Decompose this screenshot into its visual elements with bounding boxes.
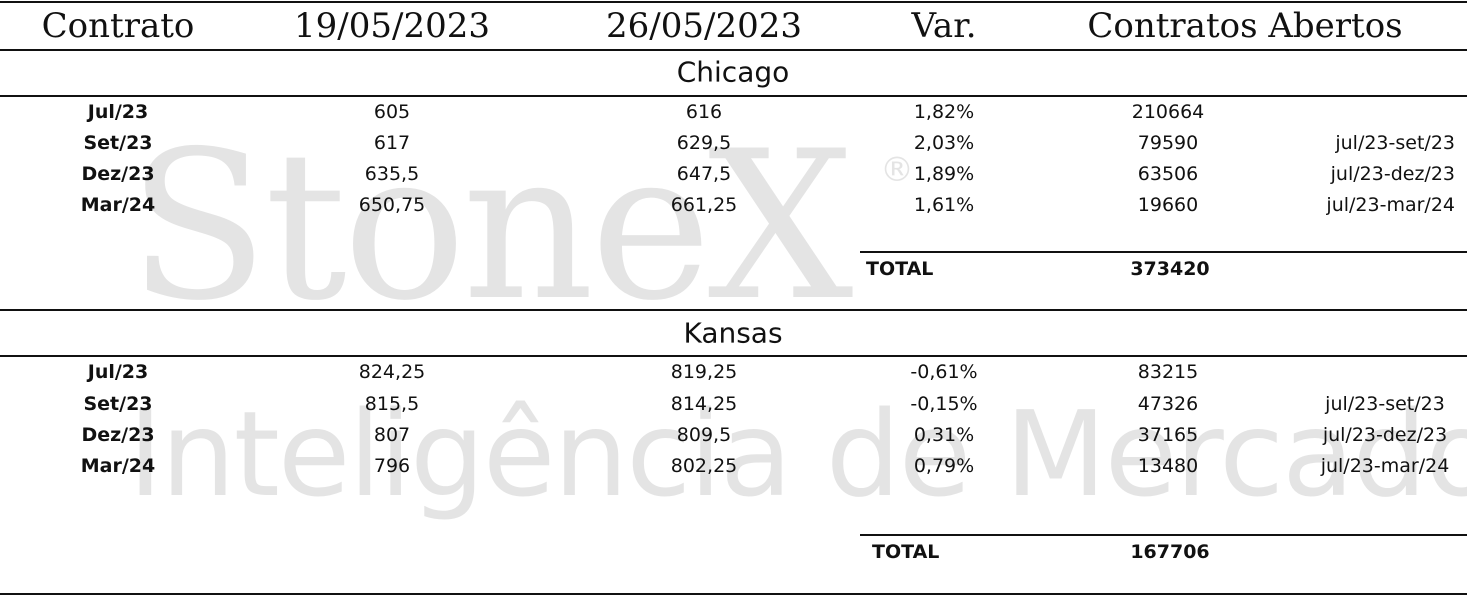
value-cell: 661,25 (670, 194, 738, 216)
section-title: Kansas (683, 316, 783, 350)
value-cell: -0,15% (910, 393, 978, 415)
watermark-mark: ® (880, 150, 914, 190)
total-label: TOTAL (866, 258, 934, 280)
rule (0, 95, 1467, 97)
total-value: 167706 (1130, 541, 1210, 563)
value-cell: 0,79% (913, 455, 975, 477)
value-cell: 605 (373, 101, 411, 123)
spread-cell: jul/23-mar/24 (1320, 455, 1450, 477)
value-cell: 809,5 (676, 424, 732, 446)
value-cell: 815,5 (364, 393, 420, 415)
header-cell: 26/05/2023 (606, 6, 802, 46)
total-value: 373420 (1130, 258, 1210, 280)
rule (0, 49, 1467, 51)
spread-cell: jul/23-set/23 (1335, 132, 1455, 154)
value-cell: 1,82% (913, 101, 975, 123)
value-cell: 629,5 (676, 132, 732, 154)
spread-cell: jul/23-set/23 (1325, 393, 1445, 415)
total-label: TOTAL (872, 541, 940, 563)
rule (0, 593, 1467, 595)
value-cell: 650,75 (358, 194, 426, 216)
contract-cell: Dez/23 (81, 424, 155, 446)
spread-cell: jul/23-dez/23 (1322, 424, 1448, 446)
value-cell: 819,25 (670, 361, 738, 383)
value-cell: 210664 (1131, 101, 1205, 123)
header-cell: Contratos Abertos (1087, 6, 1403, 46)
value-cell: 814,25 (670, 393, 738, 415)
value-cell: 19660 (1137, 194, 1199, 216)
value-cell: 79590 (1137, 132, 1199, 154)
header-cell: Var. (911, 6, 977, 46)
header-cell: 19/05/2023 (294, 6, 490, 46)
spread-cell: jul/23-mar/24 (1326, 194, 1455, 216)
contract-cell: Set/23 (83, 393, 153, 415)
value-cell: 1,61% (913, 194, 975, 216)
watermark-brand: StoneX (128, 108, 854, 346)
contract-cell: Mar/24 (80, 194, 156, 216)
value-cell: 63506 (1137, 163, 1199, 185)
value-cell: 37165 (1137, 424, 1199, 446)
contract-cell: Set/23 (83, 132, 153, 154)
rule (860, 251, 1467, 253)
rule (0, 355, 1467, 357)
contract-cell: Dez/23 (81, 163, 155, 185)
value-cell: 824,25 (358, 361, 426, 383)
header-cell: Contrato (41, 6, 195, 46)
value-cell: 635,5 (364, 163, 420, 185)
value-cell: 647,5 (676, 163, 732, 185)
rule (860, 534, 1467, 536)
contract-cell: Jul/23 (87, 361, 149, 383)
value-cell: 47326 (1137, 393, 1199, 415)
value-cell: 617 (373, 132, 411, 154)
spread-cell: jul/23-dez/23 (1330, 163, 1455, 185)
value-cell: 0,31% (913, 424, 975, 446)
rule (0, 1, 1467, 3)
contract-cell: Mar/24 (80, 455, 156, 477)
value-cell: 2,03% (913, 132, 975, 154)
watermark-tagline: Inteligência de Mercado (128, 385, 1467, 523)
contract-cell: Jul/23 (87, 101, 149, 123)
value-cell: 802,25 (670, 455, 738, 477)
value-cell: 796 (373, 455, 411, 477)
section-title: Chicago (676, 55, 790, 89)
value-cell: 616 (685, 101, 723, 123)
value-cell: 13480 (1137, 455, 1199, 477)
value-cell: 807 (373, 424, 411, 446)
value-cell: 83215 (1137, 361, 1199, 383)
value-cell: 1,89% (913, 163, 975, 185)
rule (0, 309, 1467, 311)
value-cell: -0,61% (910, 361, 978, 383)
